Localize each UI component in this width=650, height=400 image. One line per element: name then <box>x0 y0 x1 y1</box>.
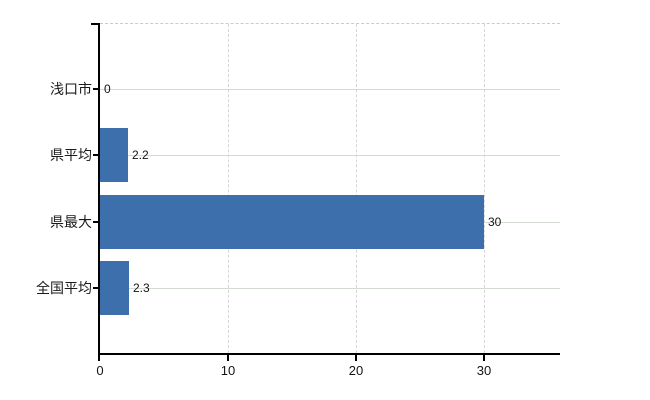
bar <box>100 128 128 182</box>
gridline-v <box>356 24 357 353</box>
bar <box>100 195 484 249</box>
gridline-h <box>100 288 560 289</box>
x-axis <box>98 353 560 355</box>
gridline-v <box>484 24 485 353</box>
plot-top-border <box>100 23 560 24</box>
gridline-h <box>100 89 560 90</box>
x-axis-tick <box>355 355 357 361</box>
x-tick-label: 30 <box>476 363 492 378</box>
y-axis <box>98 23 100 361</box>
category-label: 浅口市 <box>50 81 92 97</box>
y-axis-tick <box>93 221 100 223</box>
bar <box>100 261 129 315</box>
value-label: 2.3 <box>133 281 150 295</box>
category-label: 県平均 <box>50 147 92 163</box>
gridline-v <box>228 24 229 353</box>
y-axis-tick <box>93 88 100 90</box>
x-tick-label: 10 <box>220 363 236 378</box>
value-label: 2.2 <box>132 148 149 162</box>
category-label: 全国平均 <box>36 280 92 296</box>
x-tick-label: 20 <box>348 363 364 378</box>
x-axis-tick <box>483 355 485 361</box>
y-axis-tick <box>93 154 100 156</box>
gridline-h <box>100 155 560 156</box>
category-label: 県最大 <box>50 214 92 230</box>
x-tick-label: 0 <box>96 363 104 378</box>
value-label: 0 <box>104 82 111 96</box>
y-axis-top-cap <box>91 23 98 25</box>
value-label: 30 <box>488 215 502 229</box>
x-axis-tick <box>227 355 229 361</box>
y-axis-tick <box>93 287 100 289</box>
